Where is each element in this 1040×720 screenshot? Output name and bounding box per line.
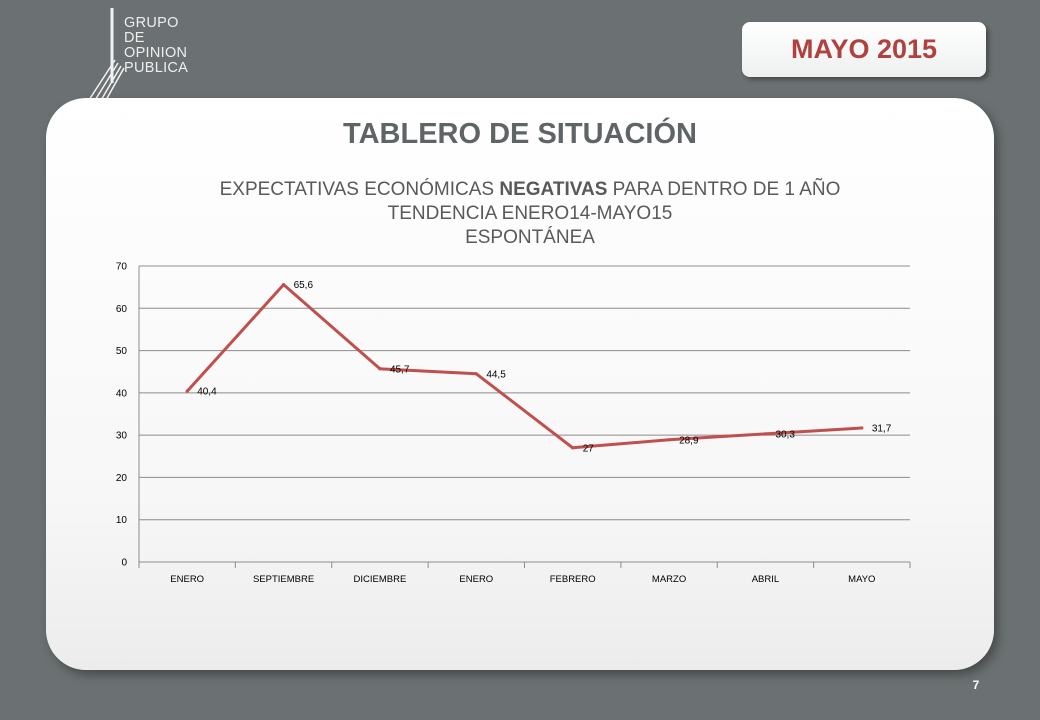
chart-title-post: PARA DENTRO DE 1 AÑO — [607, 179, 841, 200]
x-tick-label: MARZO — [652, 574, 686, 585]
y-tick-label: 10 — [116, 515, 128, 526]
content-card — [46, 98, 994, 670]
data-point — [474, 372, 478, 376]
y-tick-label: 30 — [116, 431, 128, 442]
y-tick-label: 20 — [116, 473, 128, 484]
data-point — [860, 426, 864, 430]
logo-line: PUBLICA — [124, 60, 189, 76]
data-label: 31,7 — [872, 423, 892, 434]
data-label: 45,7 — [390, 364, 410, 375]
data-label: 65,6 — [294, 280, 314, 291]
data-label: 40,4 — [197, 387, 217, 398]
chart-title-bold: NEGATIVAS — [499, 179, 608, 200]
chart-title-line-1: EXPECTATIVAS ECONÓMICAS NEGATIVAS PARA D… — [110, 178, 950, 202]
date-badge: MAYO 2015 — [742, 22, 986, 77]
chart-title-line-3: ESPONTÁNEA — [465, 227, 595, 248]
series-line — [186, 283, 862, 450]
logo-line: OPINION — [124, 45, 188, 61]
date-badge-label: MAYO 2015 — [790, 34, 938, 64]
x-tick-label: SEPTIEMBRE — [253, 574, 314, 585]
x-tick-label: FEBRERO — [550, 574, 596, 585]
chart-title: EXPECTATIVAS ECONÓMICAS NEGATIVAS PARA D… — [110, 178, 950, 250]
y-tick-label: 50 — [116, 346, 128, 357]
x-tick-label: DICIEMBRE — [354, 574, 407, 585]
data-point — [571, 446, 575, 450]
logo-line: GRUPO — [124, 15, 179, 31]
data-label: 44,5 — [486, 369, 506, 380]
chart-title-line-2: TENDENCIA ENERO14-MAYO15 — [387, 203, 673, 224]
x-tick-label: ENERO — [459, 574, 493, 585]
page-title: TABLERO DE SITUACIÓN — [343, 118, 697, 150]
page-number: 7 — [972, 678, 980, 692]
chart-title-pre: EXPECTATIVAS ECONÓMICAS — [219, 179, 500, 200]
data-point — [185, 389, 189, 393]
x-tick-label: ABRIL — [752, 574, 779, 585]
data-point — [667, 438, 671, 442]
data-label: 27 — [583, 443, 595, 454]
data-label: 30,3 — [775, 429, 795, 440]
x-tick-label: ENERO — [170, 574, 204, 585]
y-tick-label: 40 — [116, 388, 128, 399]
data-point — [763, 432, 768, 436]
logo-line: DE — [124, 30, 145, 46]
data-label: 28,9 — [679, 435, 699, 446]
y-tick-label: 70 — [116, 262, 128, 273]
y-tick-label: 0 — [121, 558, 127, 569]
y-tick-label: 60 — [116, 304, 128, 315]
x-tick-label: MAYO — [848, 574, 875, 585]
data-point — [281, 283, 286, 287]
data-point — [378, 367, 382, 371]
logo-mark-icon — [88, 8, 125, 103]
logo-text: GRUPO DE OPINION PUBLICA — [124, 16, 188, 76]
